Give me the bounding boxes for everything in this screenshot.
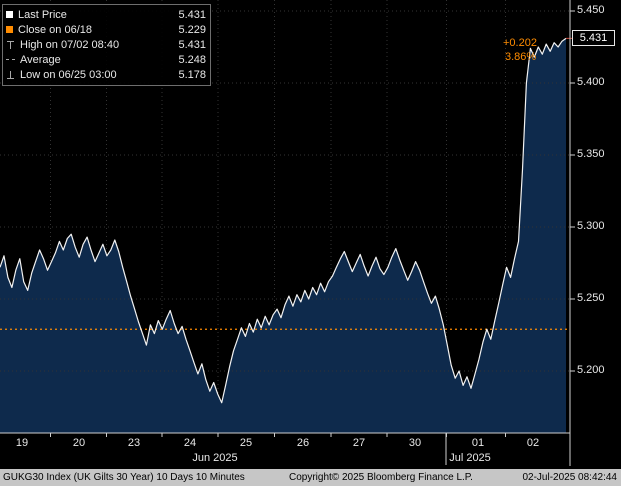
x-axis-day-label: 27 bbox=[352, 437, 366, 449]
x-axis-day-label: 26 bbox=[296, 437, 310, 449]
x-axis-day-label: 30 bbox=[408, 437, 422, 449]
last-price-axis-label: 5.431 bbox=[572, 30, 615, 47]
legend-label: Close on 06/18 bbox=[18, 23, 92, 36]
y-axis-label: 5.250 bbox=[577, 292, 605, 304]
high-marker-icon bbox=[6, 40, 15, 50]
y-axis-label: 5.400 bbox=[577, 76, 605, 88]
status-chart-description: GUKG30 Index (UK Gilts 30 Year) 10 Days … bbox=[3, 472, 245, 483]
legend-value: 5.229 bbox=[178, 23, 206, 36]
status-copyright: Copyright© 2025 Bloomberg Finance L.P. bbox=[289, 472, 473, 483]
legend-label: Low on 06/25 03:00 bbox=[20, 68, 117, 81]
legend-item-average[interactable]: Average 5.248 bbox=[6, 52, 206, 67]
y-axis-label: 5.350 bbox=[577, 148, 605, 160]
chart-legend: Last Price 5.431 Close on 06/18 5.229 Hi… bbox=[2, 4, 211, 86]
status-bar: GUKG30 Index (UK Gilts 30 Year) 10 Days … bbox=[0, 469, 621, 486]
legend-value: 5.431 bbox=[178, 38, 206, 51]
y-axis-label: 5.450 bbox=[577, 4, 605, 16]
x-axis-day-label: 02 bbox=[526, 437, 540, 449]
x-axis-day-label: 01 bbox=[471, 437, 485, 449]
legend-label: High on 07/02 08:40 bbox=[20, 38, 120, 51]
legend-value: 5.431 bbox=[178, 8, 206, 21]
x-axis-day-label: 19 bbox=[15, 437, 29, 449]
x-axis-day-label: 20 bbox=[72, 437, 86, 449]
legend-value: 5.178 bbox=[178, 68, 206, 81]
change-percent: 3.86% bbox=[505, 51, 537, 63]
close-swatch-icon bbox=[6, 26, 13, 33]
legend-item-low[interactable]: Low on 06/25 03:00 5.178 bbox=[6, 67, 206, 82]
x-axis-day-label: 25 bbox=[239, 437, 253, 449]
x-axis-month-label: Jun 2025 bbox=[192, 452, 238, 464]
y-axis-label: 5.200 bbox=[577, 364, 605, 376]
x-axis-day-label: 24 bbox=[183, 437, 197, 449]
x-axis-month-label: Jul 2025 bbox=[449, 452, 491, 464]
legend-item-close[interactable]: Close on 06/18 5.229 bbox=[6, 22, 206, 37]
legend-label: Average bbox=[20, 53, 61, 66]
legend-item-high[interactable]: High on 07/02 08:40 5.431 bbox=[6, 37, 206, 52]
last-price-swatch-icon bbox=[6, 11, 13, 18]
legend-item-last-price[interactable]: Last Price 5.431 bbox=[6, 7, 206, 22]
average-line-icon bbox=[6, 59, 15, 60]
x-axis-day-label: 23 bbox=[127, 437, 141, 449]
legend-value: 5.248 bbox=[178, 53, 206, 66]
change-annotation: +0.202 3.86% bbox=[503, 36, 537, 64]
y-axis-label: 5.300 bbox=[577, 220, 605, 232]
status-timestamp: 02-Jul-2025 08:42:44 bbox=[522, 472, 617, 483]
low-marker-icon bbox=[6, 70, 15, 80]
legend-label: Last Price bbox=[18, 8, 67, 21]
price-chart-canvas[interactable] bbox=[0, 0, 621, 470]
change-value: +0.202 bbox=[503, 37, 537, 49]
